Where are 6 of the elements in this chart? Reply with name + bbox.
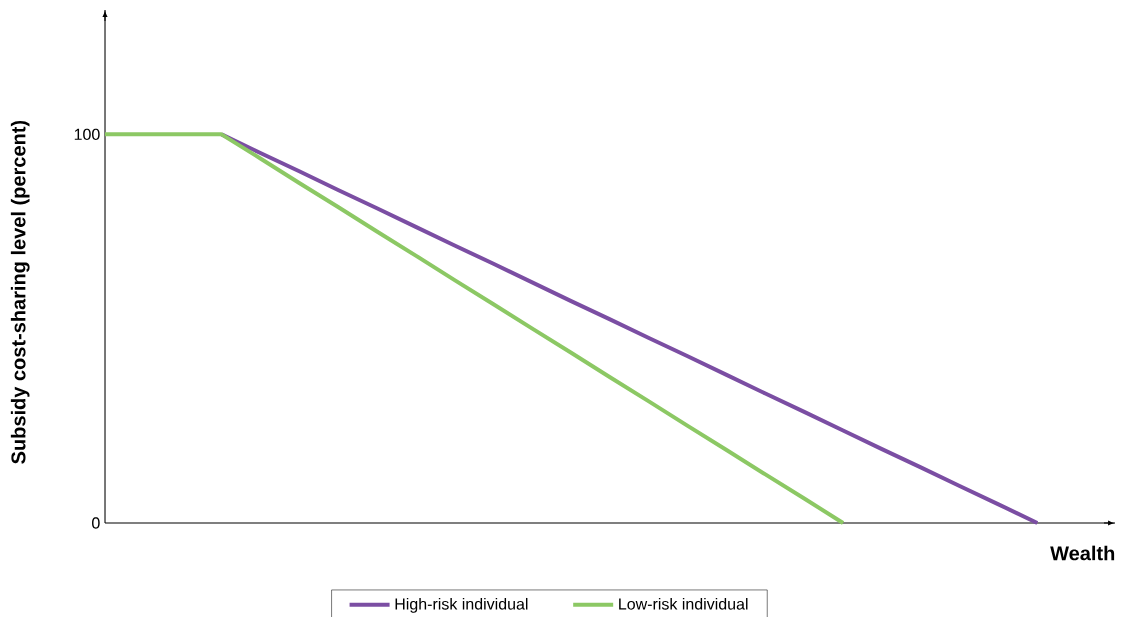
- y-axis-title: Subsidy cost-sharing level (percent): [10, 120, 30, 464]
- y-tick-label: 100: [74, 128, 100, 141]
- y-tick-label: 0: [92, 517, 100, 529]
- legend-label: High-risk individual: [395, 597, 528, 613]
- x-axis-title: Wealth: [1050, 545, 1115, 561]
- legend-label: Low-risk individual: [619, 597, 748, 610]
